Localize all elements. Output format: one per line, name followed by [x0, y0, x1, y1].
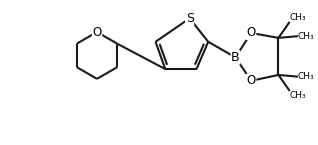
Text: O: O: [92, 26, 102, 39]
Text: CH₃: CH₃: [298, 72, 315, 81]
Text: O: O: [246, 27, 256, 39]
Text: O: O: [246, 74, 256, 87]
Text: B: B: [231, 51, 240, 64]
Text: CH₃: CH₃: [290, 91, 306, 100]
Text: CH₃: CH₃: [290, 13, 306, 22]
Text: S: S: [186, 12, 194, 25]
Text: CH₃: CH₃: [298, 32, 315, 41]
